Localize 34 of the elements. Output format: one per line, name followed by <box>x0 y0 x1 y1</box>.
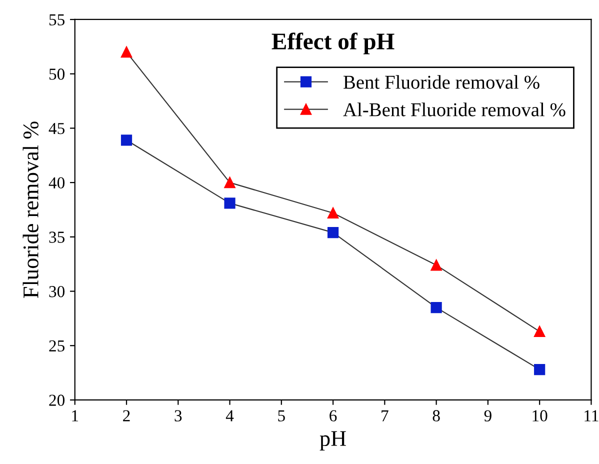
y-tick-label: 30 <box>49 286 65 298</box>
y-tick-label: 20 <box>49 394 65 406</box>
y-tick-label: 35 <box>49 232 64 243</box>
x-tick-label: 4 <box>226 410 234 422</box>
x-tick-label: 6 <box>330 410 337 422</box>
point <box>224 176 236 188</box>
point <box>224 198 236 209</box>
x-tick-label: 1 <box>72 410 78 422</box>
x-tick-label: 8 <box>432 410 440 422</box>
x-tick-label: 5 <box>278 410 285 422</box>
point <box>430 302 442 314</box>
x-tick-label: 9 <box>484 410 492 422</box>
y-tick-label: 50 <box>49 68 65 80</box>
y-tick-label: 40 <box>48 177 65 188</box>
point <box>534 326 546 338</box>
x-tick-label: 10 <box>532 410 548 422</box>
legend-label: Al-Bent Fluoride removal % <box>343 102 566 116</box>
x-tick-label: 11 <box>584 410 598 422</box>
point <box>534 364 546 376</box>
y-tick-label: 25 <box>49 340 64 352</box>
text: Effect of pH <box>272 32 394 54</box>
x-tick-label: 7 <box>382 410 388 422</box>
point <box>327 207 339 219</box>
point <box>120 46 132 58</box>
y-axis-title: Fluoride removal % <box>22 122 38 298</box>
y-tick-label: 45 <box>48 123 64 134</box>
x-axis-title: pH <box>320 431 346 451</box>
x-tick-label: 3 <box>174 410 182 422</box>
x-tick-label: 2 <box>123 410 130 422</box>
y-tick-label: 55 <box>49 14 64 26</box>
point <box>430 260 442 271</box>
legend-label: Bent Fluoride removal % <box>344 75 540 89</box>
point <box>327 227 339 238</box>
point <box>120 134 132 146</box>
